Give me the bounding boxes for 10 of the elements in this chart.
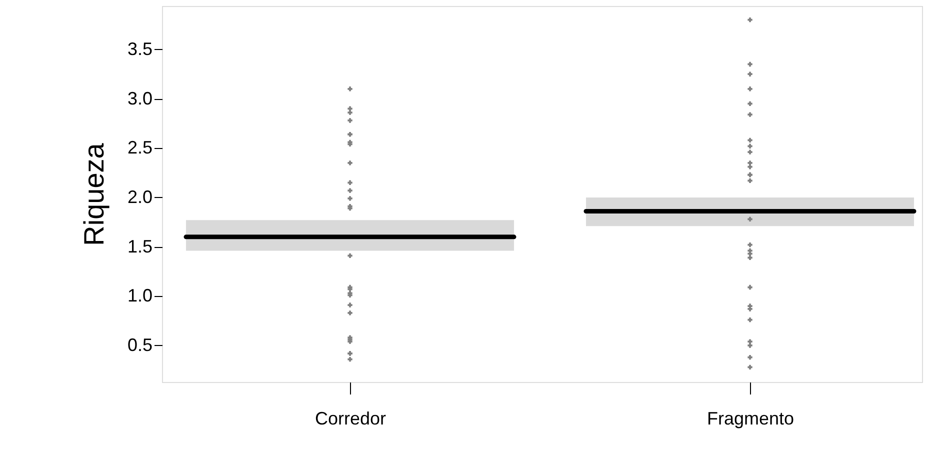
y-tick-label: 2.0 xyxy=(127,186,152,207)
y-axis-title: Riqueza xyxy=(78,142,110,246)
y-tick-label: 0.5 xyxy=(127,334,152,355)
x-tick-label: Fragmento xyxy=(706,408,794,428)
y-tick-label: 1.5 xyxy=(127,236,152,256)
y-tick-label: 3.5 xyxy=(127,38,152,59)
y-tick-label: 2.5 xyxy=(127,138,152,158)
x-tick-label: Corredor xyxy=(314,408,386,428)
y-tick-label: 1.0 xyxy=(127,286,152,306)
y-tick-label: 3.0 xyxy=(127,88,152,108)
